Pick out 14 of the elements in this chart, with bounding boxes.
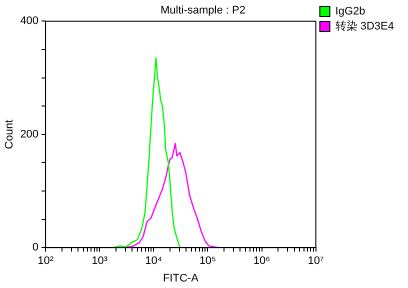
legend-label: IgG2b xyxy=(335,6,366,18)
x-axis-title: FITC-A xyxy=(162,272,200,284)
x-tick-label: 10⁴ xyxy=(145,255,162,268)
y-tick-label: 0 xyxy=(32,242,39,254)
y-axis-title: Count xyxy=(4,120,16,150)
x-tick-label: 10⁶ xyxy=(253,255,270,268)
y-tick-label: 200 xyxy=(20,128,39,140)
chart-title: Multi-sample : P2 xyxy=(160,4,246,17)
legend-label: 转染 3D3E4 xyxy=(335,20,394,33)
x-tick-label: 10³ xyxy=(92,255,108,268)
x-tick-label: 10⁵ xyxy=(199,255,216,268)
y-tick-label: 400 xyxy=(20,15,39,28)
x-tick-label: 10² xyxy=(38,255,54,268)
x-tick-label: 10⁷ xyxy=(308,255,324,268)
